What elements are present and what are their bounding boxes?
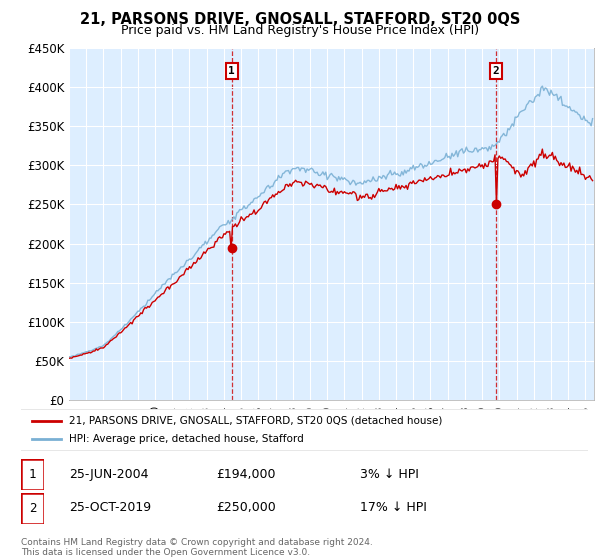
FancyBboxPatch shape — [21, 459, 44, 490]
Text: 21, PARSONS DRIVE, GNOSALL, STAFFORD, ST20 0QS: 21, PARSONS DRIVE, GNOSALL, STAFFORD, ST… — [80, 12, 520, 27]
FancyBboxPatch shape — [21, 493, 44, 524]
Text: 25-JUN-2004: 25-JUN-2004 — [69, 468, 149, 481]
Text: 21, PARSONS DRIVE, GNOSALL, STAFFORD, ST20 0QS (detached house): 21, PARSONS DRIVE, GNOSALL, STAFFORD, ST… — [69, 416, 443, 426]
Text: £250,000: £250,000 — [216, 501, 276, 515]
Text: 17% ↓ HPI: 17% ↓ HPI — [360, 501, 427, 515]
Text: 1: 1 — [229, 66, 235, 76]
Text: 1: 1 — [29, 468, 36, 481]
Text: HPI: Average price, detached house, Stafford: HPI: Average price, detached house, Staf… — [69, 434, 304, 444]
Text: £194,000: £194,000 — [216, 468, 275, 481]
Text: Price paid vs. HM Land Registry's House Price Index (HPI): Price paid vs. HM Land Registry's House … — [121, 24, 479, 36]
FancyBboxPatch shape — [16, 408, 593, 451]
Text: 3% ↓ HPI: 3% ↓ HPI — [360, 468, 419, 481]
Text: Contains HM Land Registry data © Crown copyright and database right 2024.
This d: Contains HM Land Registry data © Crown c… — [21, 538, 373, 557]
Text: 25-OCT-2019: 25-OCT-2019 — [69, 501, 151, 515]
Text: 2: 2 — [493, 66, 499, 76]
Text: 2: 2 — [29, 502, 36, 515]
